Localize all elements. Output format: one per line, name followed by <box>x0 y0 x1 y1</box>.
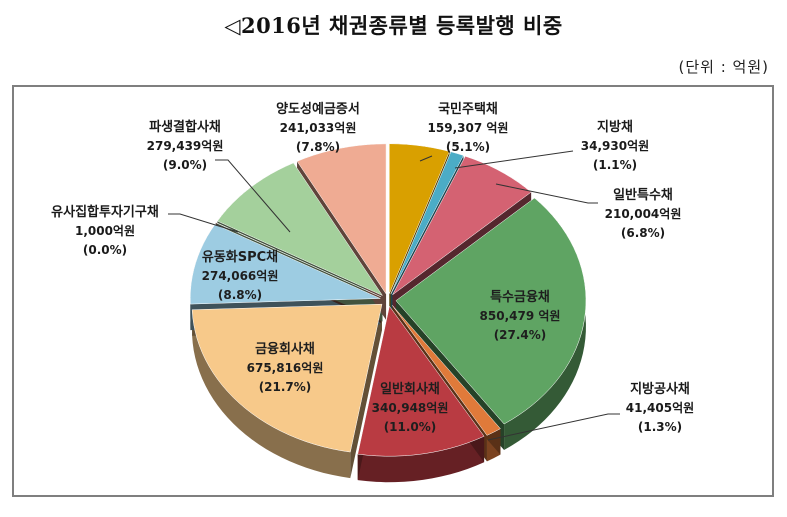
chart-title: ◁2016년 채권종류별 등록발행 비중 <box>224 13 563 38</box>
leader-line-지방공사채 <box>487 413 620 441</box>
label-양도성예금증서: 양도성예금증서 241,033억원 (7.8%) <box>276 102 360 154</box>
slice-edge-금융회사채 <box>350 304 382 479</box>
leader-line-유사집합투자기구채 <box>168 213 239 233</box>
slice-side-특수금융채 <box>504 198 586 451</box>
leader-line-지방채 <box>454 150 574 169</box>
slice-일반회사채[interactable] <box>357 305 485 457</box>
label-지방공사채: 지방공사채 41,405억원 (1.3%) <box>625 382 695 434</box>
label-유동화SPC채: 유동화SPC채 274,066억원 (8.8%) <box>201 250 279 302</box>
label-금융회사채: 금융회사채 675,816억원 (21.7%) <box>246 342 324 394</box>
label-지방채: 지방채 34,930억원 (1.1%) <box>580 120 650 172</box>
unit-label: (단위 : 억원) <box>678 58 769 76</box>
slice-일반특수채[interactable] <box>392 155 532 296</box>
label-파생결합사채: 파생결합사채 279,439억원 (9.0%) <box>146 120 224 172</box>
label-유사집합투자기구채: 유사집합투자기구채 1,000억원 (0.0%) <box>51 205 159 257</box>
label-일반특수채: 일반특수채 210,004억원 (6.8%) <box>604 188 682 240</box>
slice-양도성예금증서[interactable] <box>296 143 387 295</box>
slice-유동화SPC채[interactable] <box>189 224 381 305</box>
slice-지방채[interactable] <box>390 151 464 295</box>
label-국민주택채: 국민주택채 159,307 억원 (5.1%) <box>427 102 509 154</box>
slice-지방공사채[interactable] <box>392 305 501 436</box>
leader-line-일반특수채 <box>495 183 598 204</box>
slice-금융회사채[interactable] <box>191 303 383 453</box>
slice-side-금융회사채 <box>192 309 351 479</box>
leader-line-국민주택채 <box>419 155 433 162</box>
label-특수금융채: 특수금융채 850,479 억원 (27.4%) <box>479 290 561 342</box>
slice-국민주택채[interactable] <box>389 143 450 294</box>
leader-line-파생결합사채 <box>215 159 291 233</box>
slice-특수금융채[interactable] <box>395 197 587 425</box>
pie-slices <box>189 143 587 457</box>
label-일반회사채: 일반회사채 340,948억원 (11.0%) <box>371 382 449 434</box>
slice-유사집합투자기구채[interactable] <box>215 222 382 298</box>
leader-lines <box>168 150 620 441</box>
